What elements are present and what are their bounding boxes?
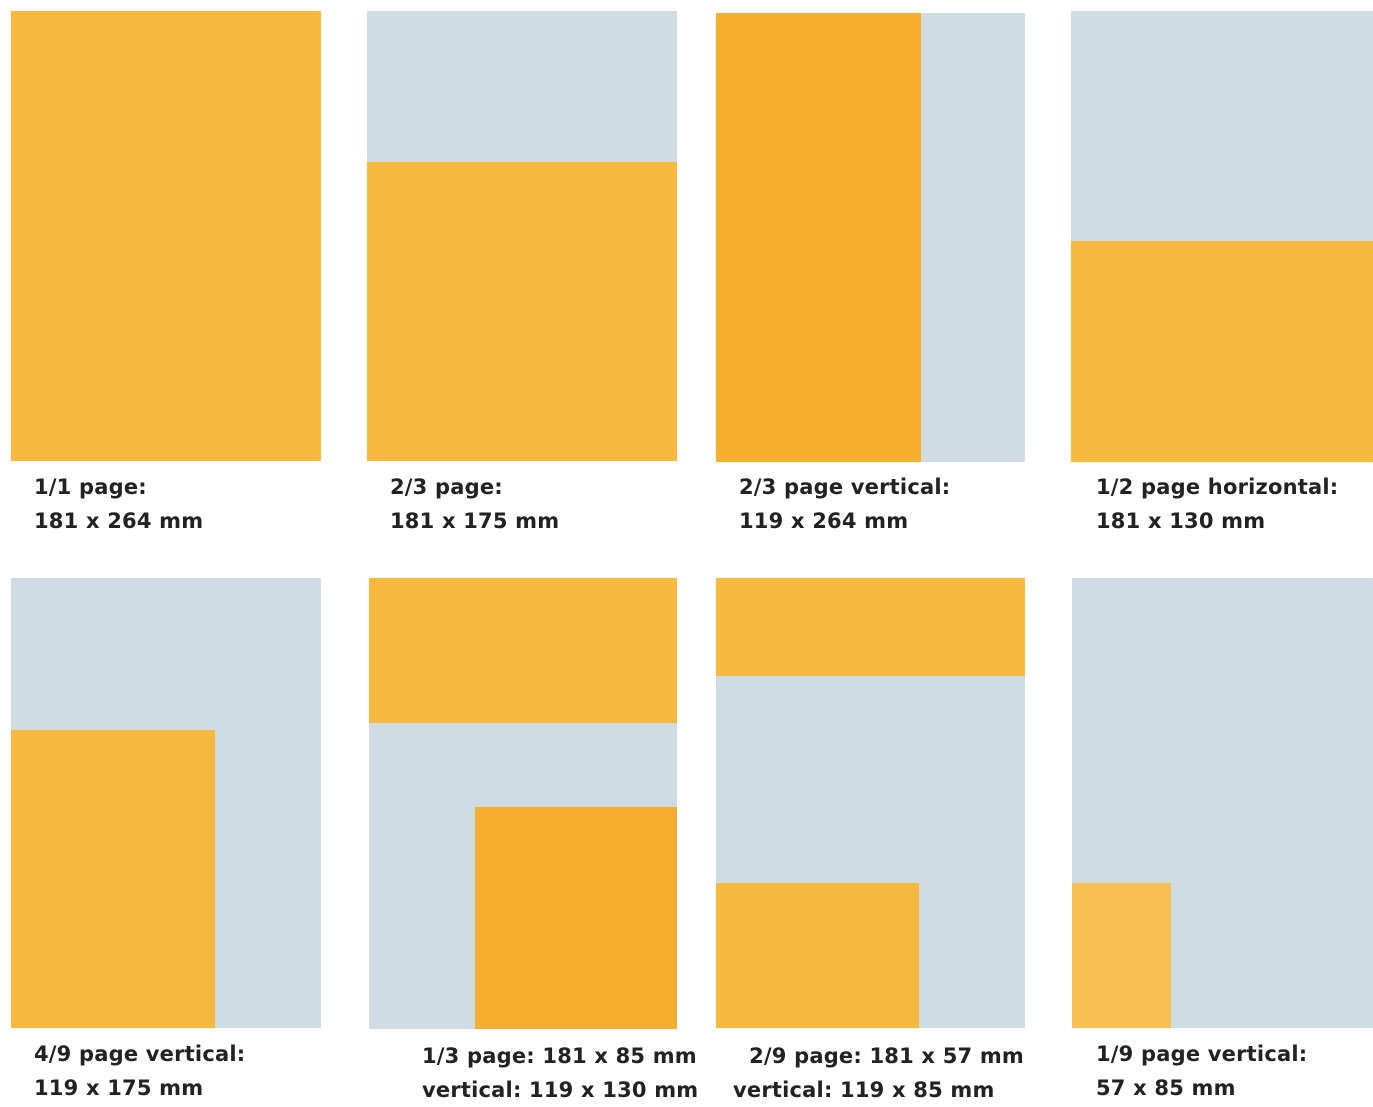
format-caption-line2: 181 x 130 mm	[1096, 509, 1266, 533]
page-format-2-3	[367, 11, 677, 461]
format-caption-line2: vertical: 119 x 130 mm	[422, 1078, 699, 1102]
ad-area-four-ninths-vertical	[11, 730, 215, 1028]
ad-area-full-page	[11, 11, 321, 461]
format-caption-line2: 181 x 264 mm	[34, 509, 204, 533]
format-caption-line1: 1/3 page: 181 x 85 mm	[422, 1044, 697, 1068]
page-format-2-3-vertical	[716, 13, 1025, 462]
format-caption-line1: 2/3 page:	[390, 475, 503, 499]
format-caption-line1: 1/2 page horizontal:	[1096, 475, 1339, 499]
ad-area-two-thirds	[367, 162, 677, 461]
ad-area-two-ninths-vertical	[716, 883, 919, 1028]
page-format-1-3	[369, 578, 677, 1029]
ad-area-two-ninths-horizontal	[716, 578, 1025, 676]
page-format-1-2-horizontal	[1071, 11, 1373, 462]
ad-area-two-thirds-vertical	[716, 13, 921, 462]
format-caption-1-3: 1/3 page: 181 x 85 mm vertical: 119 x 13…	[422, 1039, 698, 1107]
format-caption-line2: 119 x 175 mm	[34, 1076, 204, 1100]
format-caption-line2: 119 x 264 mm	[739, 509, 909, 533]
format-caption-2-3-vertical: 2/3 page vertical: 119 x 264 mm	[739, 470, 950, 538]
ad-area-one-third-vertical	[475, 807, 677, 1029]
format-caption-line1: 1/1 page:	[34, 475, 147, 499]
format-caption-4-9-vertical: 4/9 page vertical: 119 x 175 mm	[34, 1037, 245, 1105]
ad-area-one-third-horizontal	[369, 578, 677, 723]
format-caption-line2: vertical: 119 x 85 mm	[733, 1078, 995, 1102]
format-caption-2-3: 2/3 page: 181 x 175 mm	[390, 470, 559, 538]
format-caption-line1: 2/9 page: 181 x 57 mm	[749, 1044, 1024, 1068]
ad-area-half-horizontal	[1071, 241, 1373, 462]
format-caption-1-2-horizontal: 1/2 page horizontal: 181 x 130 mm	[1096, 470, 1338, 538]
page-format-1-1	[11, 11, 321, 461]
page-format-4-9-vertical	[11, 578, 321, 1028]
format-caption-line2: 181 x 175 mm	[390, 509, 560, 533]
format-caption-line1: 2/3 page vertical:	[739, 475, 951, 499]
page-format-1-9-vertical	[1072, 578, 1373, 1028]
format-caption-line2: 57 x 85 mm	[1096, 1076, 1236, 1100]
ad-area-one-ninth-vertical	[1072, 883, 1171, 1028]
page-format-2-9	[716, 578, 1025, 1028]
format-caption-line1: 1/9 page vertical:	[1096, 1042, 1308, 1066]
format-caption-1-9-vertical: 1/9 page vertical: 57 x 85 mm	[1096, 1037, 1307, 1105]
format-caption-1-1: 1/1 page: 181 x 264 mm	[34, 470, 203, 538]
format-caption-line1: 4/9 page vertical:	[34, 1042, 246, 1066]
